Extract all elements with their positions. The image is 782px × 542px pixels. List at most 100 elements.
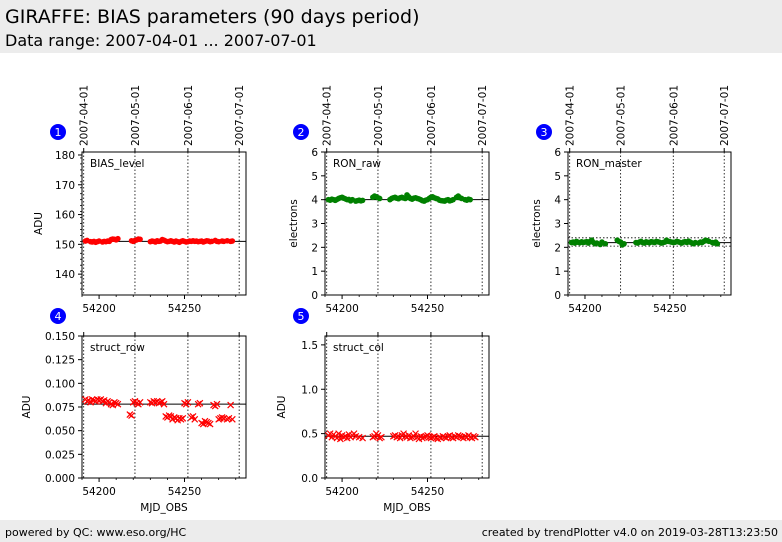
data-point: [196, 399, 204, 407]
plot-frame: [324, 335, 490, 479]
y-tick-label: 0.050: [45, 426, 75, 438]
y-tick-label: 1: [554, 266, 561, 278]
date-tick-label: 2007-06-01: [183, 85, 195, 146]
x-axis-label: MJD_OBS: [140, 502, 188, 514]
data-point: [213, 400, 221, 408]
date-tick-label: 2007-04-01: [322, 85, 334, 146]
date-tick-label: 2007-05-01: [616, 85, 628, 146]
x-tick-label: 54250: [168, 303, 201, 315]
panel-number: 2: [298, 126, 305, 139]
panel-number-badge: [536, 124, 552, 140]
x-tick-label: 54200: [568, 303, 601, 315]
plot-frame: [324, 151, 490, 296]
data-point: [137, 236, 143, 243]
chart-title: struct_col: [333, 342, 384, 354]
y-tick-label: 0.100: [45, 378, 75, 390]
data-point: [136, 398, 144, 406]
date-tick-label: 2007-07-01: [719, 85, 731, 146]
y-tick-label: 0.000: [45, 473, 75, 485]
panel-number-badge: [50, 124, 66, 140]
y-tick-label: 0.025: [45, 449, 75, 461]
data-point: [467, 196, 474, 203]
y-axis-label: electrons: [531, 199, 543, 247]
panel-number-badge: [293, 124, 309, 140]
y-tick-label: 2: [311, 242, 318, 254]
data-point: [206, 420, 214, 428]
x-tick-label: 54200: [325, 486, 358, 498]
footer-bar: powered by QC: www.eso.org/HC created by…: [0, 520, 782, 542]
y-tick-label: 1: [311, 266, 318, 278]
x-axis-label: MJD_OBS: [383, 502, 431, 514]
chart-panel-2: 2007-04-01 2007-05-01 2007-06-01 2007-07-01…: [288, 85, 490, 315]
y-tick-label: 0.075: [45, 402, 75, 414]
data-point: [602, 240, 609, 247]
date-tick-label: 2007-06-01: [668, 85, 680, 146]
data-point: [114, 400, 122, 408]
chart-title: struct_row: [90, 342, 145, 354]
chart-panel-3: 2007-04-01 2007-05-01 2007-06-01 2007-07-01…: [531, 85, 732, 315]
data-point: [359, 434, 367, 442]
y-tick-label: 3: [311, 219, 318, 231]
chart-title: RON_master: [576, 158, 642, 170]
data-point: [621, 240, 627, 247]
y-tick-label: 4: [554, 195, 561, 207]
y-tick-label: 3: [554, 219, 561, 231]
data-point: [128, 412, 135, 419]
y-tick-label: 0.0: [301, 473, 318, 485]
date-tick-label: 2007-05-01: [130, 85, 142, 146]
y-tick-label: 0.125: [45, 355, 75, 367]
y-tick-label: 4: [311, 195, 318, 207]
data-point: [160, 400, 168, 408]
chart-panel-1: 2007-04-01 2007-05-01 2007-06-01 2007-07-01…: [33, 85, 247, 315]
y-tick-label: 5: [311, 171, 318, 183]
panel-number: 4: [55, 310, 62, 323]
y-tick-label: 0.150: [45, 331, 75, 343]
y-tick-label: 1.0: [301, 384, 318, 396]
plot-frame: [567, 151, 732, 296]
y-tick-label: 0: [554, 290, 561, 302]
plot-frame: [81, 335, 247, 479]
date-tick-label: 2007-04-01: [565, 85, 577, 146]
data-point: [377, 433, 385, 441]
footer-credit: powered by QC: www.eso.org/HC: [5, 526, 187, 539]
data-point: [412, 430, 419, 438]
panel-number: 5: [298, 310, 305, 323]
date-tick-label: 2007-05-01: [373, 85, 385, 146]
data-point: [229, 238, 236, 244]
x-tick-label: 54250: [411, 303, 444, 315]
panel-number: 1: [55, 126, 62, 139]
page-subtitle: Data range: 2007-04-01 ... 2007-07-01: [5, 31, 317, 50]
y-axis-label: ADU: [33, 212, 45, 235]
y-tick-label: 150: [55, 239, 75, 251]
header-bar: GIRAFFE: BIAS parameters (90 days period…: [0, 0, 782, 53]
date-tick-label: 2007-06-01: [426, 85, 438, 146]
data-point: [336, 435, 344, 443]
y-axis-label: ADU: [21, 396, 33, 419]
y-tick-label: 0.5: [301, 429, 318, 441]
data-point: [714, 240, 721, 247]
data-point: [191, 415, 199, 423]
x-tick-label: 54250: [653, 303, 686, 315]
y-tick-label: 170: [55, 180, 75, 192]
x-tick-label: 54250: [411, 486, 444, 498]
data-point: [376, 195, 383, 202]
panel-number-badge: [50, 308, 66, 324]
y-tick-label: 140: [55, 269, 75, 281]
date-tick-label: 2007-07-01: [234, 85, 246, 146]
y-axis-label: electrons: [288, 199, 300, 247]
y-tick-label: 6: [311, 147, 318, 159]
date-tick-label: 2007-07-01: [477, 85, 489, 146]
data-point: [115, 235, 121, 242]
panel-number: 3: [541, 126, 548, 139]
data-point: [227, 401, 235, 409]
page-title: GIRAFFE: BIAS parameters (90 days period…: [5, 6, 420, 28]
data-point: [471, 433, 479, 441]
data-point: [359, 197, 366, 204]
data-point: [184, 398, 192, 406]
y-tick-label: 0: [311, 290, 318, 302]
y-tick-label: 1.5: [301, 340, 318, 352]
x-tick-label: 54250: [168, 486, 201, 498]
data-point: [179, 414, 187, 422]
data-point: [228, 415, 236, 423]
